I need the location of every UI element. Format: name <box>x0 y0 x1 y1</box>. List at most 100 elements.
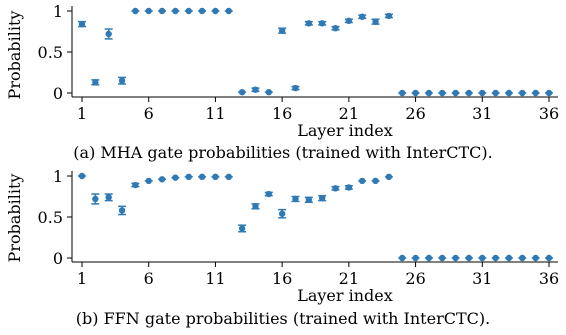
data-point <box>411 254 420 262</box>
x-tick-label: 11 <box>205 104 225 123</box>
y-tick-label: 0.5 <box>38 43 63 62</box>
data-point <box>344 184 353 191</box>
marker <box>452 89 459 97</box>
data-point <box>451 254 460 262</box>
marker <box>545 254 553 262</box>
marker <box>278 27 286 34</box>
x-tick-label: 21 <box>339 104 359 123</box>
marker <box>185 173 192 181</box>
marker <box>105 30 112 38</box>
marker <box>225 7 232 15</box>
marker <box>519 89 526 97</box>
marker <box>332 25 339 32</box>
marker <box>492 254 499 262</box>
data-point <box>238 88 247 96</box>
series-points <box>78 7 553 97</box>
data-point <box>78 20 86 28</box>
y-tick-label: 0.5 <box>38 208 63 227</box>
marker <box>532 254 539 262</box>
marker <box>399 254 406 262</box>
data-point <box>398 89 407 97</box>
data-point <box>158 176 167 183</box>
x-tick-label: 21 <box>339 269 359 288</box>
x-tick-label: 36 <box>539 104 559 123</box>
marker <box>479 254 486 262</box>
data-point <box>531 254 540 262</box>
data-point <box>358 177 367 185</box>
data-point <box>545 254 553 262</box>
data-point <box>211 173 220 181</box>
marker <box>78 20 86 28</box>
data-point <box>545 89 553 97</box>
data-point <box>238 224 247 233</box>
data-point <box>131 181 140 189</box>
data-point <box>251 86 260 93</box>
data-point <box>531 89 540 97</box>
marker <box>345 184 353 191</box>
data-point <box>358 13 367 20</box>
marker <box>465 254 473 262</box>
x-tick-label: 36 <box>539 269 559 288</box>
data-point <box>91 79 100 86</box>
series-points <box>78 172 553 262</box>
marker <box>145 7 152 15</box>
x-tick-label: 1 <box>77 269 87 288</box>
data-point <box>478 89 487 97</box>
x-tick-label: 6 <box>144 104 154 123</box>
data-point <box>264 88 273 96</box>
data-point <box>438 254 447 262</box>
marker <box>318 20 326 27</box>
marker <box>78 172 86 180</box>
data-point <box>331 185 340 192</box>
marker <box>412 89 419 97</box>
data-point <box>504 89 513 97</box>
data-point <box>184 173 193 181</box>
x-tick-label: 26 <box>405 104 425 123</box>
marker <box>172 174 179 181</box>
marker <box>412 254 419 262</box>
marker <box>372 177 379 185</box>
data-point <box>304 20 313 27</box>
figure-caption: (a) MHA gate probabilities (trained with… <box>73 143 492 162</box>
marker <box>305 20 313 27</box>
y-axis-label: Probability <box>5 11 24 100</box>
data-point <box>198 7 207 15</box>
data-point <box>464 89 473 97</box>
data-point <box>158 7 167 15</box>
marker <box>238 225 246 232</box>
data-point <box>118 205 127 216</box>
data-point <box>331 25 340 32</box>
y-tick-label: 1 <box>53 2 63 21</box>
data-point <box>278 27 287 34</box>
data-point <box>438 89 447 97</box>
data-point <box>384 173 393 181</box>
marker <box>452 254 459 262</box>
marker <box>439 254 446 262</box>
y-tick-label: 1 <box>53 167 63 186</box>
marker <box>225 173 232 181</box>
x-tick-label: 31 <box>472 104 492 123</box>
marker <box>278 210 286 217</box>
data-point <box>144 7 153 15</box>
data-point <box>104 193 113 202</box>
data-point <box>411 89 420 97</box>
marker <box>385 12 393 20</box>
data-point <box>518 254 527 262</box>
marker <box>185 7 192 15</box>
data-point <box>304 196 313 203</box>
x-tick-label: 1 <box>77 104 87 123</box>
data-point <box>504 254 513 262</box>
marker <box>212 173 219 181</box>
data-point <box>211 7 220 15</box>
marker <box>385 173 393 181</box>
marker <box>198 173 206 181</box>
marker <box>439 89 446 97</box>
data-point <box>478 254 487 262</box>
data-point <box>171 7 180 15</box>
data-point <box>371 18 380 25</box>
marker <box>372 18 379 25</box>
data-point <box>491 89 500 97</box>
x-tick-label: 16 <box>272 104 292 123</box>
marker <box>238 88 246 96</box>
